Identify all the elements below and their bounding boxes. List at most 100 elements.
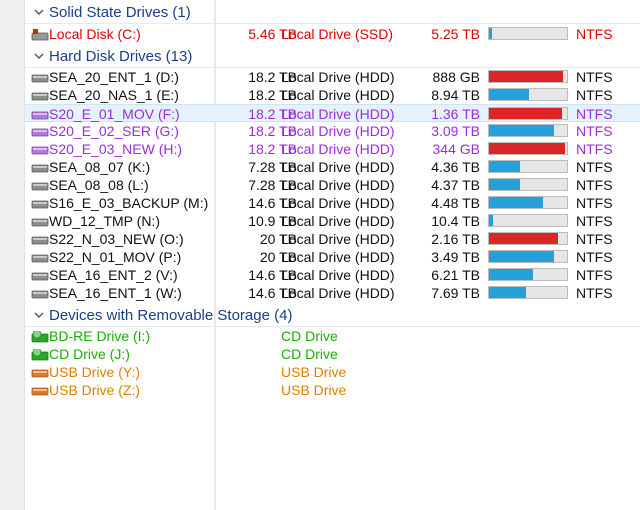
drive-name: S22_N_03_NEW (O:)	[49, 231, 184, 247]
drive-type: USB Drive	[281, 364, 347, 380]
free-space: 8.94 TB	[431, 87, 480, 103]
drive-row[interactable]: SEA_16_ENT_1 (W:) 14.6 TB Local Drive (HDD…	[25, 284, 640, 302]
total-size: 18.2 TB	[248, 123, 297, 139]
drive-type: Local Drive (HDD)	[281, 123, 395, 139]
usage-bar-fill	[489, 197, 543, 208]
drive-name: S16_E_03_BACKUP (M:)	[49, 195, 209, 211]
hard-drive-icon	[31, 164, 49, 173]
drive-row[interactable]: S20_E_01_MOV (F:) 18.2 TB Local Drive (HDD…	[25, 104, 640, 122]
drive-row[interactable]: SEA_08_08 (L:) 7.28 TB Local Drive (HDD) 4.…	[25, 176, 640, 194]
hard-drive-icon	[31, 128, 49, 137]
drive-name: S20_E_02_SER (G:)	[49, 123, 179, 139]
total-size: 5.46 TB	[248, 26, 297, 42]
usage-bar	[488, 178, 568, 191]
usage-bar	[488, 124, 568, 137]
drive-row[interactable]: WD_12_TMP (N:) 10.9 TB Local Drive (HDD) 10…	[25, 212, 640, 230]
usage-bar	[488, 107, 568, 120]
drive-type: CD Drive	[281, 328, 338, 344]
hard-drive-icon	[31, 236, 49, 245]
total-size: 14.6 TB	[248, 267, 297, 283]
total-size: 18.2 TB	[248, 87, 297, 103]
drive-name: SEA_08_08 (L:)	[49, 177, 149, 193]
drive-row[interactable]: S16_E_03_BACKUP (M:) 14.6 TB Local Drive (…	[25, 194, 640, 212]
free-space: 3.49 TB	[431, 249, 480, 265]
total-size: 14.6 TB	[248, 285, 297, 301]
usage-bar-fill	[489, 215, 493, 226]
drive-row[interactable]: SEA_20_ENT_1 (D:) 18.2 TB Local Drive (HDD…	[25, 68, 640, 86]
drive-type: Local Drive (HDD)	[281, 69, 395, 85]
removable-device-row[interactable]: USB Drive (Z:) USB Drive	[25, 381, 640, 399]
file-system: NTFS	[576, 267, 613, 283]
usage-bar	[488, 268, 568, 281]
free-space: 4.48 TB	[431, 195, 480, 211]
usage-bar	[488, 286, 568, 299]
group-header-removable[interactable]: Devices with Removable Storage (4)	[25, 305, 640, 327]
usage-bar-fill	[489, 71, 564, 82]
drive-row[interactable]: Local Disk (C:) 5.46 TB Local Drive (SSD) 5…	[25, 25, 640, 43]
usage-bar-fill	[489, 251, 554, 262]
file-system: NTFS	[576, 231, 613, 247]
drive-row[interactable]: SEA_16_ENT_2 (V:) 14.6 TB Local Drive (HDD…	[25, 266, 640, 284]
total-size: 7.28 TB	[248, 159, 297, 175]
hard-drive-icon	[31, 200, 49, 209]
drive-type: Local Drive (HDD)	[281, 141, 395, 157]
drive-name: SEA_16_ENT_2 (V:)	[49, 267, 178, 283]
group-divider	[25, 23, 640, 24]
total-size: 10.9 TB	[248, 213, 297, 229]
free-space: 4.37 TB	[431, 177, 480, 193]
hard-drive-icon	[31, 290, 49, 299]
usage-bar-fill	[489, 108, 562, 119]
free-space: 3.09 TB	[431, 123, 480, 139]
usage-bar-fill	[489, 28, 493, 39]
drive-name: SEA_20_NAS_1 (E:)	[49, 87, 179, 103]
chevron-down-icon[interactable]	[33, 50, 45, 62]
usage-bar	[488, 88, 568, 101]
optical-drive-icon	[31, 331, 49, 343]
usage-bar-fill	[489, 161, 521, 172]
drive-name: S22_N_01_MOV (P:)	[49, 249, 182, 265]
drive-row[interactable]: S22_N_03_NEW (O:) 20 TB Local Drive (HDD) 2…	[25, 230, 640, 248]
free-space: 6.21 TB	[431, 267, 480, 283]
drive-row[interactable]: SEA_20_NAS_1 (E:) 18.2 TB Local Drive (HDD…	[25, 86, 640, 104]
drive-type: Local Drive (HDD)	[281, 106, 395, 122]
file-system: NTFS	[576, 106, 613, 122]
chevron-down-icon[interactable]	[33, 309, 45, 321]
group-divider	[25, 326, 640, 327]
hard-drive-icon	[31, 146, 49, 155]
file-system: NTFS	[576, 123, 613, 139]
usage-bar-fill	[489, 287, 526, 298]
free-space: 7.69 TB	[431, 285, 480, 301]
drive-type: Local Drive (HDD)	[281, 87, 395, 103]
drive-row[interactable]: S22_N_01_MOV (P:) 20 TB Local Drive (HDD) 3…	[25, 248, 640, 266]
removable-device-row[interactable]: BD-RE Drive (I:) CD Drive	[25, 327, 640, 345]
usage-bar-fill	[489, 269, 534, 280]
usage-bar-fill	[489, 89, 529, 100]
total-size: 20 TB	[259, 231, 297, 247]
removable-device-row[interactable]: USB Drive (Y:) USB Drive	[25, 363, 640, 381]
usage-bar	[488, 27, 568, 40]
drive-row[interactable]: S20_E_02_SER (G:) 18.2 TB Local Drive (HDD…	[25, 122, 640, 140]
group-header-ssd[interactable]: Solid State Drives (1)	[25, 2, 640, 24]
usage-bar-fill	[489, 143, 566, 154]
total-size: 20 TB	[259, 249, 297, 265]
drive-name: BD-RE Drive (I:)	[49, 328, 151, 344]
drive-name: CD Drive (J:)	[49, 346, 130, 362]
file-system: NTFS	[576, 177, 613, 193]
chevron-down-icon[interactable]	[33, 6, 45, 18]
drive-name: WD_12_TMP (N:)	[49, 213, 160, 229]
drive-row[interactable]: SEA_08_07 (K:) 7.28 TB Local Drive (HDD) 4.…	[25, 158, 640, 176]
free-space: 888 GB	[432, 69, 480, 85]
drive-name: USB Drive (Z:)	[49, 382, 140, 398]
usage-bar	[488, 196, 568, 209]
file-system: NTFS	[576, 87, 613, 103]
drive-row[interactable]: S20_E_03_NEW (H:) 18.2 TB Local Drive (HDD…	[25, 140, 640, 158]
group-header-hdd[interactable]: Hard Disk Drives (13)	[25, 46, 640, 68]
drive-name: S20_E_01_MOV (F:)	[49, 106, 180, 122]
usage-bar-fill	[489, 233, 559, 244]
free-space: 344 GB	[432, 141, 480, 157]
hard-drive-icon	[31, 92, 49, 101]
usb-drive-icon	[31, 369, 49, 378]
hard-drive-icon	[31, 218, 49, 227]
removable-device-row[interactable]: CD Drive (J:) CD Drive	[25, 345, 640, 363]
hard-drive-icon	[31, 111, 49, 120]
